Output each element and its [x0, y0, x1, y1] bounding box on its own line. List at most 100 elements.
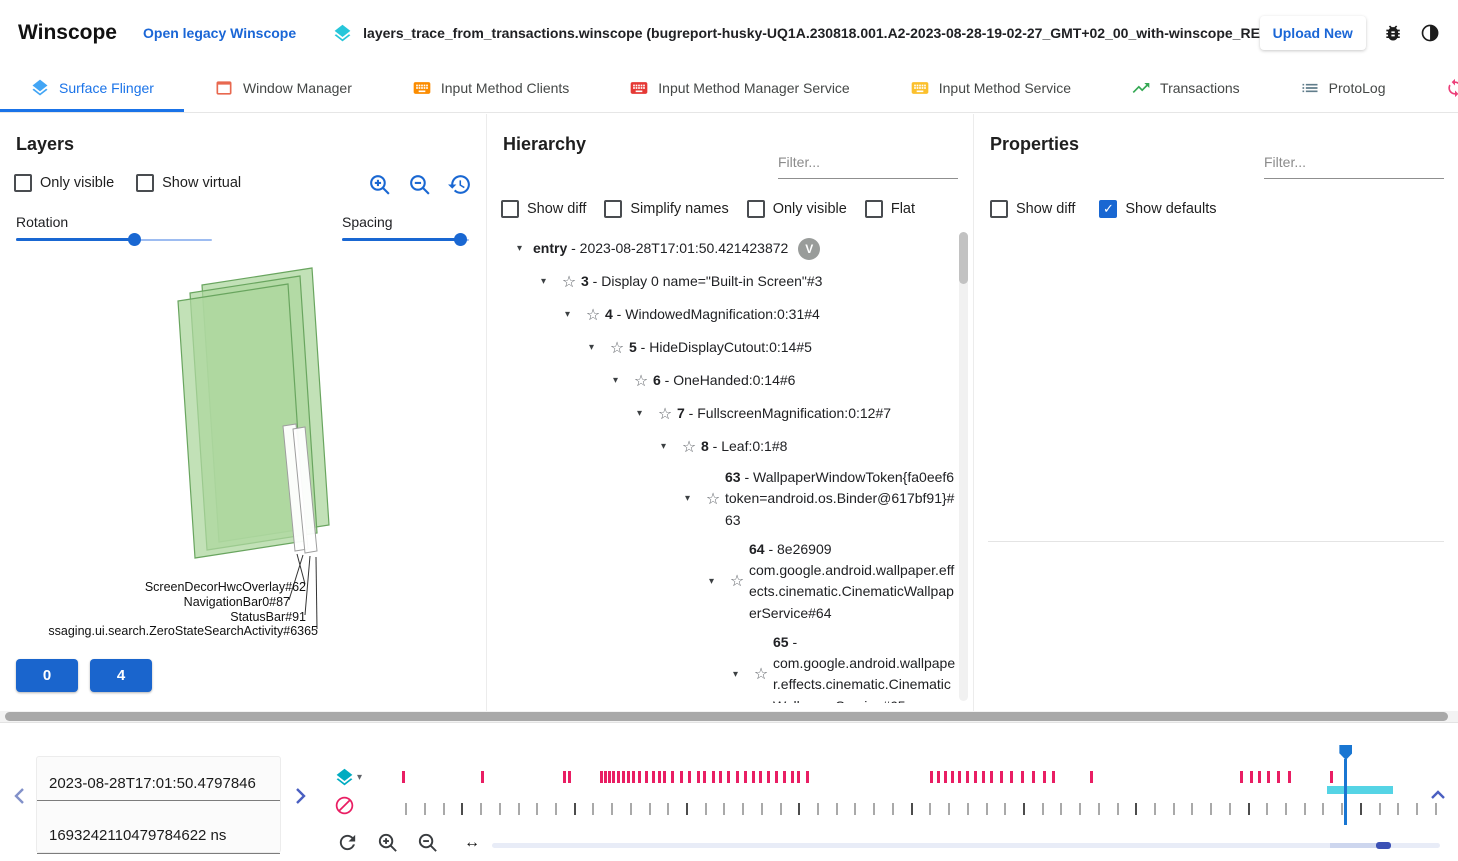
tab-transactions[interactable]: Transactions — [1101, 66, 1270, 112]
tree-node-6[interactable]: ▾ ☆ 6 - OneHanded:0:14#6 — [487, 364, 957, 397]
layers-3d-view[interactable] — [0, 254, 486, 654]
hierarchy-scrollbar-thumb[interactable] — [959, 232, 968, 284]
prev-entry-button[interactable] — [8, 784, 32, 808]
expand-arrow-icon[interactable]: ▾ — [709, 575, 715, 587]
timeline-zoom-out-icon[interactable] — [416, 831, 439, 854]
tree-node-4[interactable]: ▾ ☆ 4 - WindowedMagnification:0:31#4 — [487, 298, 957, 331]
transaction-event-tick — [1378, 803, 1381, 815]
tree-node-65[interactable]: ▾ ☆ 65 - com.google.android.wallpaper.effe… — [487, 628, 957, 703]
expand-arrow-icon[interactable]: ▾ — [661, 441, 667, 452]
transaction-event-tick — [1434, 803, 1437, 815]
checkbox-unchecked[interactable] — [136, 174, 155, 192]
checkbox-show-diff[interactable]: Show diff — [501, 200, 586, 218]
checkbox-unchecked[interactable] — [990, 200, 1008, 218]
checkbox-checked[interactable]: ✓ — [1099, 200, 1118, 218]
hierarchy-scrollbar[interactable] — [959, 232, 968, 701]
rotation-slider[interactable] — [16, 232, 212, 249]
tab-label: Window Manager — [242, 79, 352, 96]
checkbox-unchecked[interactable] — [604, 200, 623, 218]
zoom-range-drag-icon[interactable]: ↔ — [464, 834, 480, 851]
tab-input-method-service[interactable]: Input Method Service — [880, 66, 1101, 112]
checkbox-unchecked[interactable] — [14, 174, 32, 192]
timeline-cursor[interactable] — [1344, 759, 1348, 825]
trace-selector-dropdown[interactable]: ▾ — [334, 767, 362, 788]
display-button-0[interactable]: 0 — [16, 659, 78, 692]
tab-surface-flinger[interactable]: Surface Flinger — [0, 66, 184, 112]
zoom-in-icon[interactable] — [367, 172, 392, 197]
content-hscrollbar[interactable] — [0, 711, 1458, 722]
next-entry-button[interactable] — [288, 784, 312, 808]
layer-rect-thin[interactable] — [292, 426, 318, 554]
hierarchy-filter-input[interactable] — [778, 148, 958, 179]
zoom-range-thumb[interactable] — [1376, 842, 1392, 849]
expand-arrow-icon[interactable]: ▾ — [637, 408, 643, 419]
zoom-out-icon[interactable] — [407, 172, 432, 197]
timestamp-ns-input[interactable] — [37, 801, 280, 854]
pin-star-icon[interactable]: ☆ — [729, 573, 745, 591]
timeline-cursor-handle[interactable] — [1339, 745, 1353, 760]
tree-node-8[interactable]: ▾ ☆ 8 - Leaf:0:1#8 — [487, 430, 957, 463]
expand-arrow-icon[interactable]: ▾ — [565, 309, 571, 320]
list-icon — [1302, 83, 1318, 92]
expand-arrow-icon[interactable]: ▾ — [613, 375, 619, 386]
collapse-timeline-button[interactable] — [1426, 783, 1450, 807]
dark-mode-toggle-icon[interactable] — [1420, 22, 1440, 44]
pin-star-icon[interactable]: ☆ — [561, 273, 577, 291]
tree-node-entry[interactable]: ▾ entry - 2023-08-28T17:01:50.421423872 V — [487, 232, 957, 265]
reset-view-icon[interactable] — [447, 172, 472, 197]
display-button-4[interactable]: 4 — [90, 659, 152, 692]
pin-star-icon[interactable]: ☆ — [681, 438, 697, 456]
tree-node-label: 63 - WallpaperWindowToken{fa0eef6 token=… — [725, 469, 955, 528]
tree-node-7[interactable]: ▾ ☆ 7 - FullscreenMagnification:0:12#7 — [487, 397, 957, 430]
pin-star-icon[interactable]: ☆ — [609, 339, 625, 357]
tree-node-label: 64 - 8e26909 com.google.android.wallpape… — [749, 540, 955, 621]
pin-star-icon[interactable]: ☆ — [585, 306, 601, 324]
timestamp-human-input[interactable] — [37, 757, 280, 801]
expand-arrow-icon[interactable]: ▾ — [733, 668, 739, 680]
pin-star-icon[interactable]: ☆ — [633, 372, 649, 390]
tree-node-63[interactable]: ▾ ☆ 63 - WallpaperWindowToken{fa0eef6 toke… — [487, 463, 957, 535]
layer-rect[interactable] — [177, 283, 306, 559]
checkbox-unchecked[interactable] — [746, 200, 765, 218]
checkbox-show-virtual[interactable]: Show virtual — [136, 174, 241, 192]
transactions-trace-toggle[interactable] — [334, 795, 355, 816]
upload-new-button[interactable]: Upload New — [1259, 16, 1366, 50]
spacing-slider-thumb[interactable] — [454, 233, 468, 246]
checkbox-unchecked[interactable] — [501, 200, 519, 218]
transaction-event-tick — [573, 803, 576, 815]
tree-node-64[interactable]: ▾ ☆ 64 - 8e26909 com.google.android.wallpa… — [487, 535, 957, 628]
checkbox-show-defaults[interactable]: ✓ Show defaults — [1099, 200, 1216, 218]
checkbox-only-visible[interactable]: Only visible — [14, 174, 114, 192]
expand-arrow-icon[interactable]: ▾ — [589, 342, 595, 353]
checkbox-unchecked[interactable] — [864, 200, 883, 218]
pin-star-icon[interactable]: ☆ — [753, 666, 769, 684]
refresh-icon[interactable] — [336, 831, 359, 854]
tree-node-3[interactable]: ▾ ☆ 3 - Display 0 name="Built-in Screen"#3 — [487, 265, 957, 298]
pin-star-icon[interactable]: ☆ — [657, 405, 673, 423]
tab-tr[interactable]: Tr — [1415, 66, 1458, 112]
timeline-canvas[interactable] — [400, 723, 1440, 861]
checkbox-only-visible[interactable]: Only visible — [746, 200, 847, 218]
properties-filter-input[interactable] — [1264, 148, 1444, 179]
expand-arrow-icon[interactable]: ▾ — [517, 243, 523, 254]
content-hscrollbar-thumb[interactable] — [5, 712, 1448, 721]
rotation-slider-thumb[interactable] — [127, 233, 141, 246]
expand-arrow-icon[interactable]: ▾ — [541, 276, 547, 287]
timeline-selection[interactable] — [1326, 786, 1394, 794]
pin-star-icon[interactable]: ☆ — [705, 490, 721, 508]
tab-protolog[interactable]: ProtoLog — [1270, 66, 1416, 112]
timeline-zoom-in-icon[interactable] — [376, 831, 399, 854]
tab-window-manager[interactable]: Window Manager — [184, 66, 382, 112]
tree-node-5[interactable]: ▾ ☆ 5 - HideDisplayCutout:0:14#5 — [487, 331, 957, 364]
checkbox-show-diff[interactable]: Show diff — [990, 200, 1075, 218]
tab-input-method-clients[interactable]: Input Method Clients — [382, 66, 599, 112]
checkbox-simplify-names[interactable]: Simplify names — [604, 200, 729, 218]
checkbox-label: Show defaults — [1125, 201, 1217, 217]
checkbox-flat[interactable]: Flat — [864, 200, 915, 218]
open-legacy-winscope-link[interactable]: Open legacy Winscope — [143, 25, 297, 41]
bug-report-icon[interactable] — [1383, 22, 1403, 44]
expand-arrow-icon[interactable]: ▾ — [685, 493, 691, 505]
tab-input-method-manager-service[interactable]: Input Method Manager Service — [599, 66, 879, 112]
zoom-range-slider[interactable] — [492, 842, 1440, 849]
spacing-slider[interactable] — [342, 232, 469, 249]
